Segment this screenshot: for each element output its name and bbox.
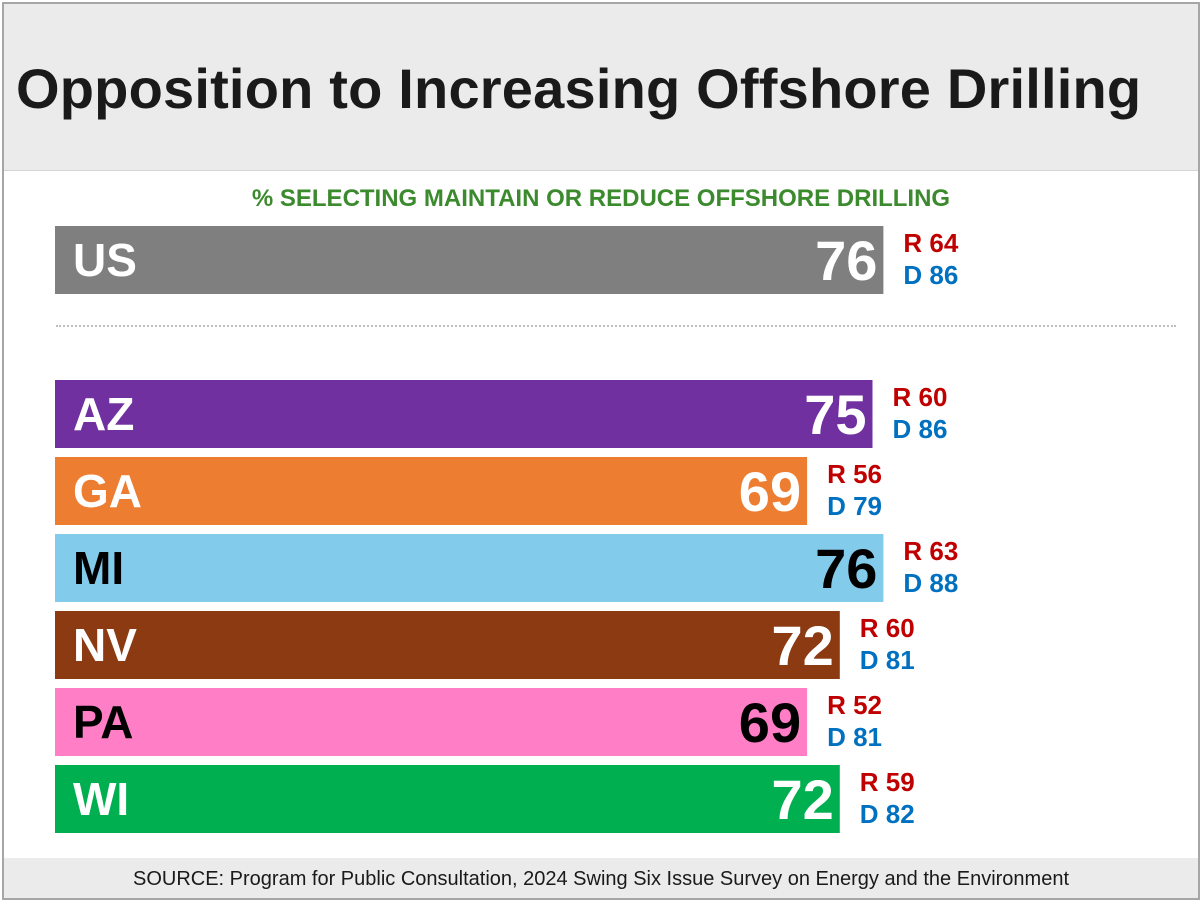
us-states-divider bbox=[56, 325, 1176, 327]
bar-label-nv: NV bbox=[73, 619, 137, 671]
bar-ga bbox=[55, 457, 808, 525]
bar-pa bbox=[55, 688, 808, 756]
bar-label-ga: GA bbox=[73, 465, 142, 517]
bar-group-az: AZ 75 R 60D 86 bbox=[55, 380, 947, 448]
bar-group-pa: PA 69 R 52D 81 bbox=[55, 688, 882, 756]
republican-label-mi: R 63 bbox=[903, 536, 958, 566]
bar-label-wi: WI bbox=[73, 773, 129, 825]
democrat-label-pa: D 81 bbox=[827, 722, 882, 752]
bar-group-nv: NV 72 R 60D 81 bbox=[55, 611, 915, 679]
democrat-label-wi: D 82 bbox=[860, 799, 915, 829]
bar-label-mi: MI bbox=[73, 542, 124, 594]
democrat-label-az: D 86 bbox=[893, 414, 948, 444]
bar-group-wi: WI 72 R 59D 82 bbox=[55, 765, 915, 833]
bar-wi bbox=[55, 765, 840, 833]
chart-title: Opposition to Increasing Offshore Drilli… bbox=[16, 57, 1142, 120]
republican-label-us: R 64 bbox=[903, 228, 958, 258]
democrat-label-mi: D 88 bbox=[903, 568, 958, 598]
bar-group-ga: GA 69 R 56D 79 bbox=[55, 457, 882, 525]
democrat-label-ga: D 79 bbox=[827, 491, 882, 521]
chart-subtitle: % SELECTING MAINTAIN OR REDUCE OFFSHORE … bbox=[251, 185, 951, 212]
bar-nv bbox=[55, 611, 840, 679]
democrat-label-nv: D 81 bbox=[860, 645, 915, 675]
bar-az bbox=[55, 380, 873, 448]
source-note: SOURCE: Program for Public Consultation,… bbox=[132, 868, 1069, 890]
republican-label-pa: R 52 bbox=[827, 690, 882, 720]
bar-value-mi: 76 bbox=[815, 537, 877, 600]
bar-us bbox=[55, 226, 884, 294]
republican-label-az: R 60 bbox=[893, 382, 948, 412]
bar-label-az: AZ bbox=[73, 388, 134, 440]
bar-group-mi: MI 76 R 63D 88 bbox=[55, 534, 958, 602]
bar-value-pa: 69 bbox=[739, 691, 801, 754]
bar-value-ga: 69 bbox=[739, 460, 801, 523]
bar-label-pa: PA bbox=[73, 696, 134, 748]
republican-label-ga: R 56 bbox=[827, 459, 882, 489]
bar-label-us: US bbox=[73, 234, 137, 286]
bar-mi bbox=[55, 534, 884, 602]
bar-value-us: 76 bbox=[815, 229, 877, 292]
bar-value-nv: 72 bbox=[772, 614, 834, 677]
bar-group-us: US 76 R 64D 86 bbox=[55, 226, 959, 294]
bar-value-az: 75 bbox=[804, 383, 866, 446]
republican-label-wi: R 59 bbox=[860, 767, 915, 797]
source-band bbox=[4, 858, 1198, 898]
republican-label-nv: R 60 bbox=[860, 613, 915, 643]
democrat-label-us: D 86 bbox=[903, 260, 958, 290]
bar-value-wi: 72 bbox=[772, 768, 834, 831]
title-band bbox=[4, 4, 1198, 171]
